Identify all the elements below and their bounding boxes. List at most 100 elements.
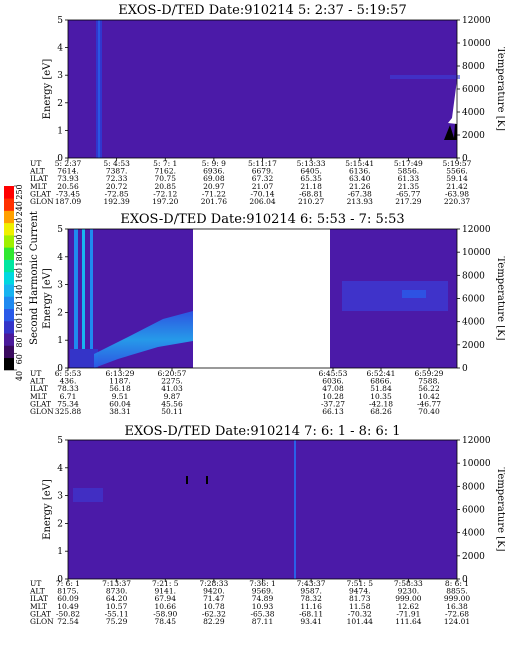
colorbar-tick-label: 250 [15,184,24,199]
y-right-tick-label: 2000 [462,552,485,562]
table-cell: 9569. [252,587,273,596]
enhancement-band [90,229,93,368]
table-cell: 21.07 [252,182,274,191]
table-cell: 21.18 [300,182,322,191]
table-cell: 41.03 [161,384,183,393]
y-tick-label: 0 [57,575,63,585]
table-cell: 6:52:41 [367,369,396,378]
colorbar-segment [4,210,14,224]
colorbar-segment [4,198,14,211]
table-cell: 5:11:17 [248,159,277,168]
table-cell: 5: 4:53 [103,159,130,168]
y-tick-label: 1 [57,336,63,346]
table-row-label: UT [30,159,41,168]
table-cell: 78.45 [155,617,177,626]
colorbar-segment [4,357,14,371]
colorbar-segment [4,333,14,346]
y-tick-label: 3 [57,492,63,502]
temperature-curve [444,95,457,140]
table-cell: -63.98 [445,189,469,198]
table-cell: 9230. [398,587,419,596]
colorbar-segment [4,271,14,285]
table-cell: 7:36: 1 [249,579,276,588]
table-cell: 8: 6: 1 [445,579,469,588]
table-cell: 10.57 [106,602,128,611]
enhancement-band [70,349,98,368]
y-right-tick-label: 12000 [462,16,491,26]
y-right-tick-label: 4000 [462,529,485,539]
table-cell: 51.84 [370,384,392,393]
table-cell: 206.04 [249,197,275,206]
colorbar-segment [4,247,14,260]
table-cell: 6866. [370,377,391,386]
spectrogram-background [68,20,457,158]
table-cell: 6:20:57 [158,369,187,378]
table-cell: -65.38 [250,609,274,618]
table-cell: 999.00 [395,594,421,603]
panel-title: EXOS-D/TED Date:910214 7: 6: 1 - 8: 6: 1 [124,424,400,439]
table-cell: 45.56 [161,399,183,408]
colorbar-segment [4,259,14,273]
table-row-label: GLON [30,197,54,206]
colorbar-tick-label: 80 [15,337,24,347]
table-cell: 21.26 [349,182,371,191]
y-right-tick-label: 0 [462,364,468,374]
table-cell: 1187. [109,377,130,386]
y-right-tick-label: 10000 [462,39,491,49]
y-right-axis-label: Temperature [K] [495,47,505,131]
table-cell: -72.68 [445,609,469,618]
table-cell: 220.37 [444,197,470,206]
table-cell: 9.87 [164,392,181,401]
panel-1: EXOS-D/TED Date:910214 5: 2:37 - 5:19:57… [29,3,505,206]
table-cell: 81.73 [349,594,371,603]
table-cell: 72.33 [106,174,128,183]
table-cell: 187.09 [55,197,81,206]
enhancement-band [74,229,78,368]
table-cell: 192.39 [104,197,130,206]
panel-title: EXOS-D/TED Date:910214 6: 5:53 - 7: 5:53 [120,212,404,227]
table-cell: -67.38 [348,189,372,198]
table-cell: 20.97 [203,182,225,191]
y-tick-label: 4 [57,253,63,263]
y-right-tick-label: 0 [462,575,468,585]
table-cell: 6936. [203,167,224,176]
colorbar-tick-label: 240 [15,201,24,216]
table-cell: 124.01 [444,617,470,626]
table-cell: -55.11 [105,609,129,618]
enhancement-band [294,440,296,579]
y-axis-label: Energy [eV] [42,268,53,329]
y-tick-label: 5 [57,225,63,235]
table-cell: 5: 9: 9 [202,159,226,168]
table-cell: 75.34 [57,399,79,408]
y-axis-label: Energy [eV] [42,59,53,120]
table-row-label: UT [30,579,41,588]
table-cell: 6:13:29 [106,369,135,378]
table-cell: 68.26 [370,407,392,416]
y-tick-label: 2 [57,99,63,109]
enhancement-band [206,476,208,484]
table-row-label: ILAT [30,594,48,603]
table-cell: 61.33 [398,174,420,183]
table-cell: 93.41 [300,617,321,626]
table-cell: 111.64 [395,617,421,626]
table-cell: 70.40 [418,407,440,416]
table-cell: 5:13:33 [297,159,326,168]
table-cell: 9141. [155,587,176,596]
table-cell: 56.22 [418,384,440,393]
table-cell: -50.82 [56,609,80,618]
enhancement-band [82,229,85,368]
table-cell: 7387. [106,167,127,176]
table-cell: -70.32 [348,609,372,618]
table-cell: 65.35 [300,174,322,183]
table-cell: 2275. [161,377,182,386]
table-cell: 197.20 [152,197,178,206]
table-cell: 67.32 [252,174,274,183]
table-cell: 9474. [349,587,370,596]
table-cell: -68.11 [299,609,323,618]
table-cell: 7:13:37 [102,579,131,588]
y-right-tick-label: 4000 [462,108,485,118]
y-right-tick-label: 4000 [462,318,485,328]
y-right-tick-label: 2000 [462,341,485,351]
table-cell: 9420. [203,587,224,596]
y-right-tick-label: 8000 [462,482,485,492]
